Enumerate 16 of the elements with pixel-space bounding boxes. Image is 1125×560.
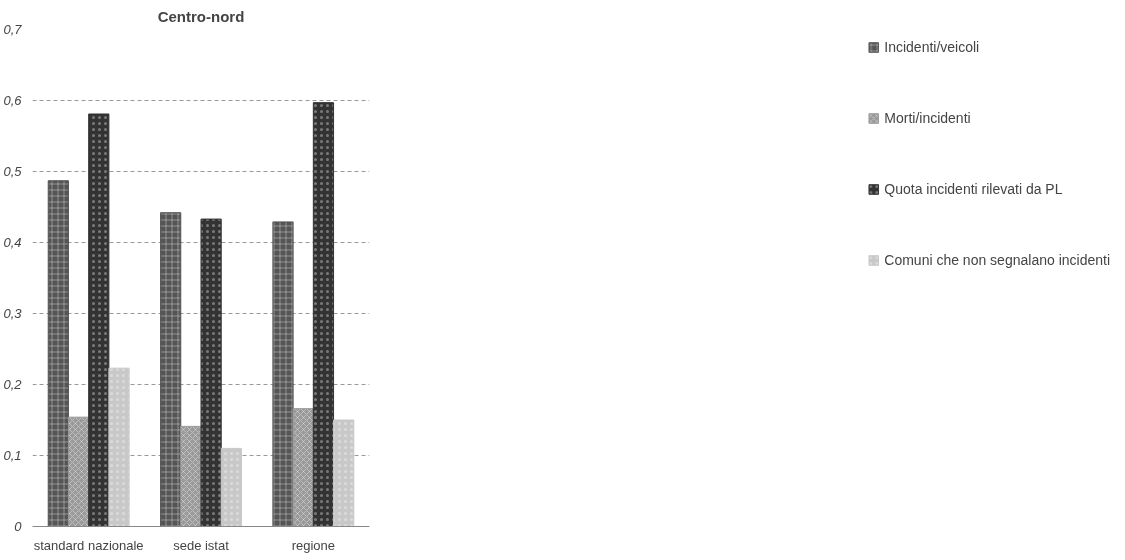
- y-tick-label: 0,3: [3, 306, 23, 321]
- x-tick-label: regione: [291, 537, 336, 553]
- x-tick-label: sede istat: [173, 537, 230, 553]
- y-tick-label: 0,4: [3, 235, 22, 250]
- legend-label: Incidenti/veicoli: [884, 39, 980, 55]
- legend-label: Quota incidenti rilevati da PL: [884, 181, 1063, 197]
- y-tick-label: 0: [14, 519, 23, 534]
- y-tick-label: 0,1: [3, 448, 22, 463]
- x-tick-label: standard nazionale: [33, 537, 144, 553]
- y-tick-label: 0,6: [3, 93, 23, 108]
- y-tick-label: 0,7: [3, 22, 23, 37]
- y-tick-label: 0,5: [3, 164, 23, 179]
- legend-label: Morti/incidenti: [884, 110, 971, 126]
- legend-label: Comuni che non segnalano incidenti: [884, 252, 1110, 268]
- chart-title: Centro-nord: [157, 7, 245, 25]
- y-tick-label: 0,2: [3, 377, 23, 392]
